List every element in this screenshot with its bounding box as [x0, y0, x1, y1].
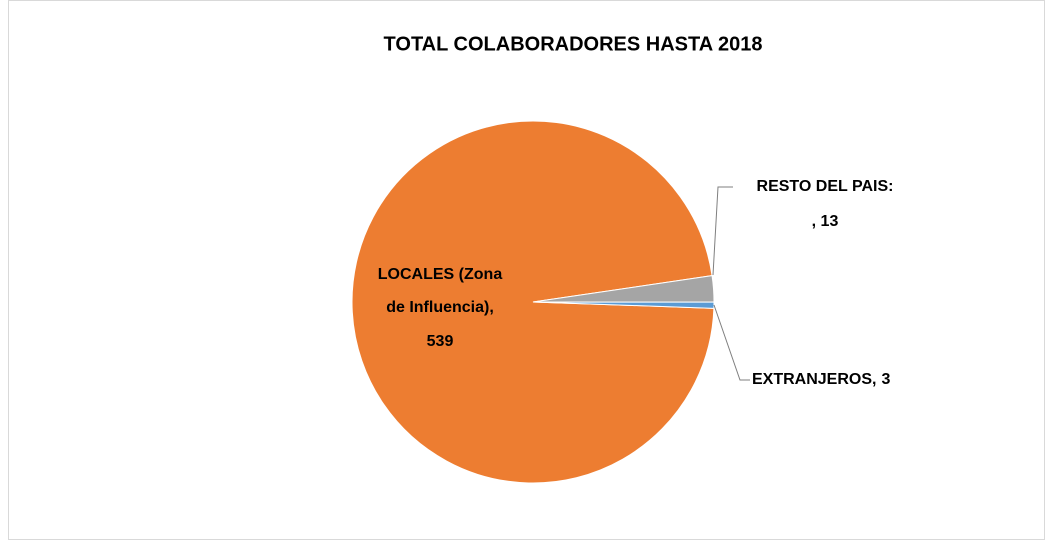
labels: LOCALES (Zona de Influencia), 539 RESTO DEL… [378, 178, 894, 388]
leader-line [712, 186, 733, 276]
chart-title: TOTAL COLABORADORES HASTA 2018 [384, 33, 763, 55]
leader-line [713, 304, 750, 381]
data-label: , 13 [812, 213, 839, 230]
data-label-category: EXTRANJEROS, [752, 371, 876, 388]
data-label-value: 3 [881, 371, 890, 388]
data-label: LOCALES (Zona de Influencia), [378, 266, 503, 316]
data-label: EXTRANJEROS, 3 [752, 371, 890, 388]
data-label: 539 [427, 333, 454, 350]
data-label: RESTO DEL PAIS: [757, 178, 894, 195]
data-label-line: LOCALES (Zona [378, 266, 503, 283]
data-label-line: de Influencia), [386, 299, 494, 316]
